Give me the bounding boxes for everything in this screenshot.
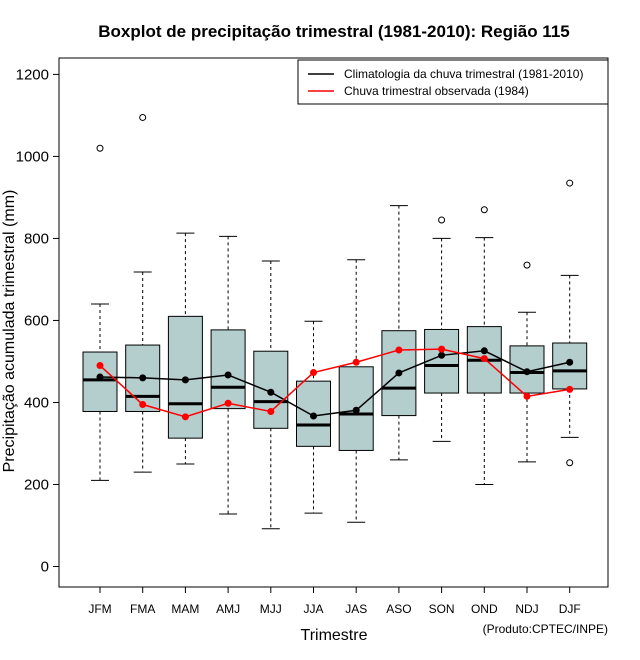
- box-son: [424, 216, 460, 442]
- box-ndj: [509, 261, 545, 463]
- series-point: [438, 351, 446, 359]
- series-point: [181, 376, 189, 384]
- series-point: [438, 345, 446, 353]
- x-tick-label: SON: [429, 602, 455, 616]
- x-tick-label: AMJ: [216, 602, 240, 616]
- series-point: [181, 413, 189, 421]
- x-axis-label: Trimestre: [301, 627, 368, 644]
- x-tick-label: FMA: [130, 602, 155, 616]
- box-iqr: [82, 351, 118, 412]
- legend-box: [297, 59, 609, 105]
- y-axis-label: Precipitação acumulada trimestral (mm): [1, 190, 18, 473]
- outlier-point: [139, 113, 147, 121]
- credit-text: (Produto:CPTEC/INPE): [483, 622, 608, 636]
- series-point: [267, 388, 275, 396]
- x-tick-label: JJA: [303, 602, 323, 616]
- series-point: [566, 358, 574, 366]
- box-iqr: [210, 329, 246, 410]
- x-tick-label: DJF: [559, 602, 581, 616]
- series-point: [523, 368, 531, 376]
- box-jfm: [82, 144, 118, 481]
- series-point: [224, 399, 232, 407]
- series-point: [395, 346, 403, 354]
- chart-title: Boxplot de precipitação trimestral (1981…: [98, 22, 569, 41]
- series-point: [566, 385, 574, 393]
- box-fma: [125, 113, 161, 473]
- y-tick-label: 400: [24, 394, 49, 411]
- series-point: [395, 369, 403, 377]
- x-tick-label: ASO: [386, 602, 411, 616]
- series-point: [480, 347, 488, 355]
- series-lines: [96, 345, 574, 421]
- series-point: [310, 412, 317, 420]
- y-tick-label: 0: [41, 558, 49, 575]
- x-tick-label: MAM: [171, 602, 199, 616]
- plot-frame: [58, 57, 609, 588]
- outlier-point: [480, 206, 488, 214]
- x-tick-label: JFM: [88, 602, 111, 616]
- legend: Climatologia da chuva trimestral (1981-2…: [297, 59, 609, 105]
- y-tick-label: 1200: [16, 66, 49, 83]
- series-point: [96, 373, 104, 381]
- box-amj: [210, 235, 246, 515]
- outlier-point: [523, 261, 531, 269]
- outlier-point: [438, 216, 446, 224]
- series-point: [96, 362, 104, 370]
- series-line: [99, 350, 570, 417]
- box-jas: [338, 259, 374, 523]
- box-iqr: [552, 342, 588, 390]
- boxes: [82, 113, 588, 530]
- series-point: [480, 355, 488, 363]
- series-climatology: [96, 347, 574, 420]
- y-tick-label: 1000: [16, 148, 49, 165]
- x-tick-label: JAS: [345, 602, 367, 616]
- y-tick-label: 600: [24, 312, 49, 329]
- series-observed: [96, 345, 574, 421]
- series-point: [352, 406, 360, 414]
- box-ond: [466, 206, 502, 485]
- x-tick-label: OND: [471, 602, 498, 616]
- series-point: [310, 369, 317, 377]
- series-line: [99, 348, 570, 418]
- outlier-point: [566, 459, 574, 467]
- series-point: [523, 392, 531, 400]
- series-point: [224, 371, 232, 379]
- outlier-point: [566, 179, 574, 187]
- box-iqr: [338, 366, 374, 451]
- y-axis: 0 200 400 600 800 1000 1200: [16, 66, 59, 575]
- series-point: [352, 358, 360, 366]
- series-point: [139, 374, 147, 382]
- y-tick-label: 800: [24, 230, 49, 247]
- box-aso: [381, 205, 417, 461]
- legend-label-observed: Chuva trimestral observada (1984): [344, 84, 529, 98]
- y-tick-label: 200: [24, 476, 49, 493]
- x-tick-label: NDJ: [515, 602, 538, 616]
- box-djf: [552, 179, 588, 467]
- legend-label-climatology: Climatologia da chuva trimestral (1981-2…: [344, 67, 583, 81]
- box-iqr: [424, 328, 460, 394]
- series-point: [139, 401, 147, 409]
- x-tick-label: MJJ: [260, 602, 282, 616]
- series-point: [267, 407, 275, 415]
- outlier-point: [96, 144, 104, 152]
- x-axis: JFM FMA MAM AMJ MJJ JJA JAS ASO SON OND NDJ DJF: [88, 587, 581, 616]
- box-mam: [167, 232, 203, 465]
